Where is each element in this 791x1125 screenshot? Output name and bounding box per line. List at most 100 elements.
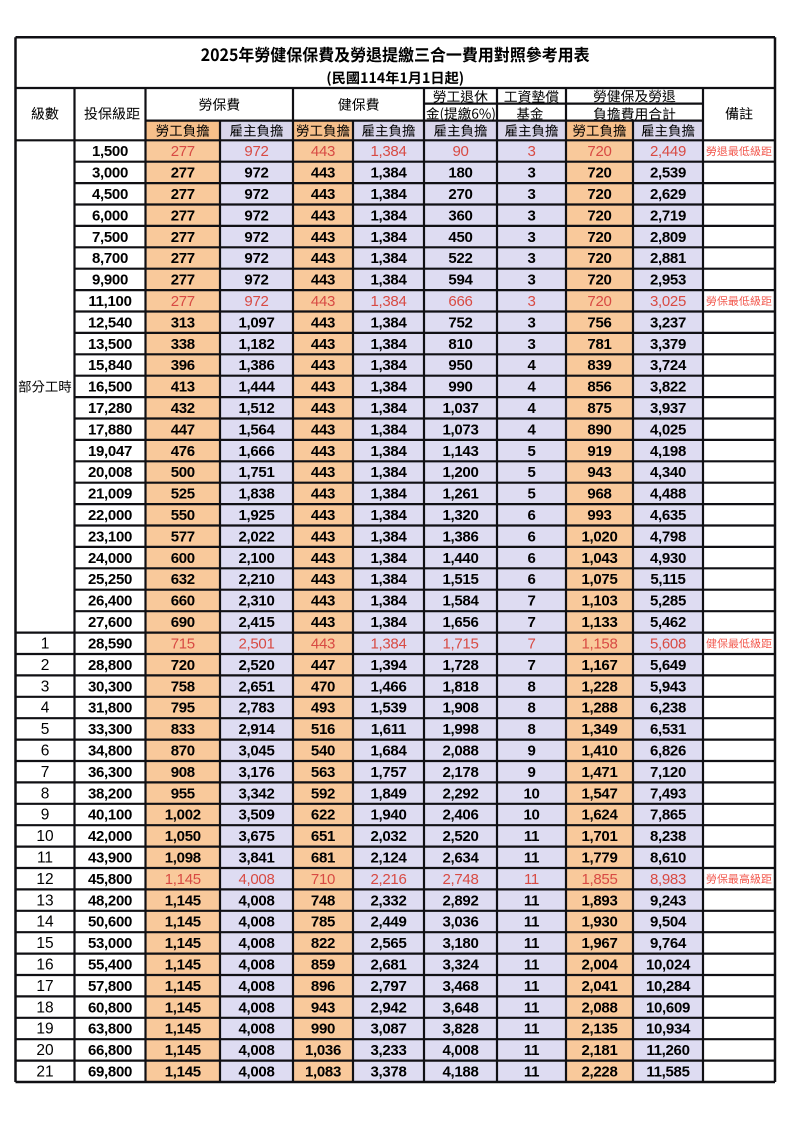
svg-text:3,724: 3,724	[650, 357, 687, 374]
svg-text:34,800: 34,800	[88, 743, 132, 760]
svg-text:11: 11	[524, 871, 539, 888]
svg-text:4: 4	[527, 379, 536, 396]
svg-text:1,410: 1,410	[581, 743, 617, 760]
svg-text:443: 443	[311, 357, 335, 374]
svg-text:432: 432	[171, 400, 195, 417]
svg-text:6,826: 6,826	[650, 743, 686, 760]
svg-text:2,629: 2,629	[650, 186, 686, 203]
svg-text:1,564: 1,564	[238, 421, 275, 438]
svg-text:90: 90	[452, 143, 468, 160]
svg-text:1,145: 1,145	[165, 1064, 201, 1081]
svg-text:27,600: 27,600	[88, 614, 132, 631]
svg-text:1,908: 1,908	[442, 700, 478, 717]
svg-text:839: 839	[587, 357, 611, 374]
svg-text:632: 632	[171, 571, 195, 588]
svg-text:443: 443	[311, 400, 335, 417]
svg-text:2,942: 2,942	[370, 999, 406, 1016]
svg-text:3: 3	[527, 229, 535, 246]
svg-text:968: 968	[587, 486, 611, 503]
svg-text:563: 563	[311, 764, 335, 781]
svg-text:277: 277	[171, 229, 195, 246]
svg-text:715: 715	[171, 636, 195, 653]
svg-text:2,520: 2,520	[238, 657, 274, 674]
svg-text:413: 413	[171, 379, 195, 396]
svg-text:6: 6	[527, 550, 535, 567]
svg-text:875: 875	[587, 400, 611, 417]
svg-text:1,145: 1,145	[165, 935, 201, 952]
svg-text:40,100: 40,100	[88, 807, 132, 824]
svg-text:1,466: 1,466	[370, 678, 406, 695]
svg-text:5: 5	[527, 443, 535, 460]
svg-text:1,930: 1,930	[581, 914, 617, 931]
svg-text:180: 180	[448, 165, 472, 182]
svg-text:516: 516	[311, 721, 335, 738]
svg-text:896: 896	[311, 978, 335, 995]
svg-text:1,288: 1,288	[581, 700, 617, 717]
svg-text:476: 476	[171, 443, 195, 460]
svg-text:1,320: 1,320	[442, 507, 478, 524]
svg-text:8: 8	[527, 678, 535, 695]
svg-text:2,228: 2,228	[581, 1064, 617, 1081]
svg-text:9,243: 9,243	[650, 892, 686, 909]
svg-text:443: 443	[311, 507, 335, 524]
svg-text:720: 720	[587, 165, 611, 182]
svg-text:450: 450	[448, 229, 472, 246]
svg-text:972: 972	[244, 143, 268, 160]
svg-text:270: 270	[448, 186, 472, 203]
svg-text:60,800: 60,800	[88, 999, 132, 1016]
svg-text:7: 7	[527, 614, 535, 631]
svg-text:540: 540	[311, 743, 335, 760]
svg-text:1,384: 1,384	[370, 614, 407, 631]
svg-text:2,809: 2,809	[650, 229, 686, 246]
svg-text:2,415: 2,415	[238, 614, 274, 631]
svg-text:57,800: 57,800	[88, 978, 132, 995]
svg-text:758: 758	[171, 678, 195, 695]
svg-text:1,384: 1,384	[370, 229, 407, 246]
svg-text:6,000: 6,000	[92, 207, 128, 224]
svg-text:972: 972	[244, 207, 268, 224]
svg-text:990: 990	[448, 379, 472, 396]
svg-text:972: 972	[244, 293, 268, 310]
svg-text:3,378: 3,378	[370, 1064, 406, 1081]
svg-text:1,386: 1,386	[442, 528, 478, 545]
svg-text:7,493: 7,493	[650, 785, 686, 802]
svg-text:1,940: 1,940	[370, 807, 406, 824]
svg-text:11: 11	[524, 999, 539, 1016]
svg-text:1,384: 1,384	[370, 207, 407, 224]
svg-text:19: 19	[36, 1021, 53, 1038]
svg-text:17,280: 17,280	[88, 400, 132, 417]
svg-text:9: 9	[527, 743, 535, 760]
svg-text:10,024: 10,024	[646, 957, 691, 974]
svg-text:1,384: 1,384	[370, 357, 407, 374]
svg-text:600: 600	[171, 550, 195, 567]
svg-text:493: 493	[311, 700, 335, 717]
svg-text:1,384: 1,384	[370, 464, 407, 481]
svg-text:720: 720	[587, 229, 611, 246]
svg-text:4,008: 4,008	[238, 1064, 274, 1081]
svg-text:622: 622	[311, 807, 335, 824]
svg-text:69,800: 69,800	[88, 1064, 132, 1081]
svg-text:4: 4	[527, 400, 536, 417]
svg-text:1,893: 1,893	[581, 892, 617, 909]
svg-text:785: 785	[311, 914, 335, 931]
svg-text:9,764: 9,764	[650, 935, 687, 952]
svg-text:3: 3	[527, 165, 535, 182]
svg-text:720: 720	[587, 207, 611, 224]
svg-text:9,504: 9,504	[650, 914, 687, 931]
svg-text:4,188: 4,188	[442, 1064, 478, 1081]
svg-text:1,083: 1,083	[305, 1064, 341, 1081]
svg-text:2,088: 2,088	[442, 743, 478, 760]
svg-text:1,050: 1,050	[165, 828, 201, 845]
svg-text:690: 690	[171, 614, 195, 631]
svg-text:6: 6	[527, 507, 535, 524]
svg-text:2,210: 2,210	[238, 571, 274, 588]
svg-text:1,515: 1,515	[442, 571, 478, 588]
svg-text:28,800: 28,800	[88, 657, 132, 674]
svg-text:1,440: 1,440	[442, 550, 478, 567]
svg-text:2,178: 2,178	[442, 764, 478, 781]
svg-text:972: 972	[244, 250, 268, 267]
svg-text:4: 4	[527, 421, 536, 438]
svg-text:3: 3	[527, 272, 535, 289]
svg-text:720: 720	[587, 293, 611, 310]
svg-text:4,008: 4,008	[238, 871, 274, 888]
